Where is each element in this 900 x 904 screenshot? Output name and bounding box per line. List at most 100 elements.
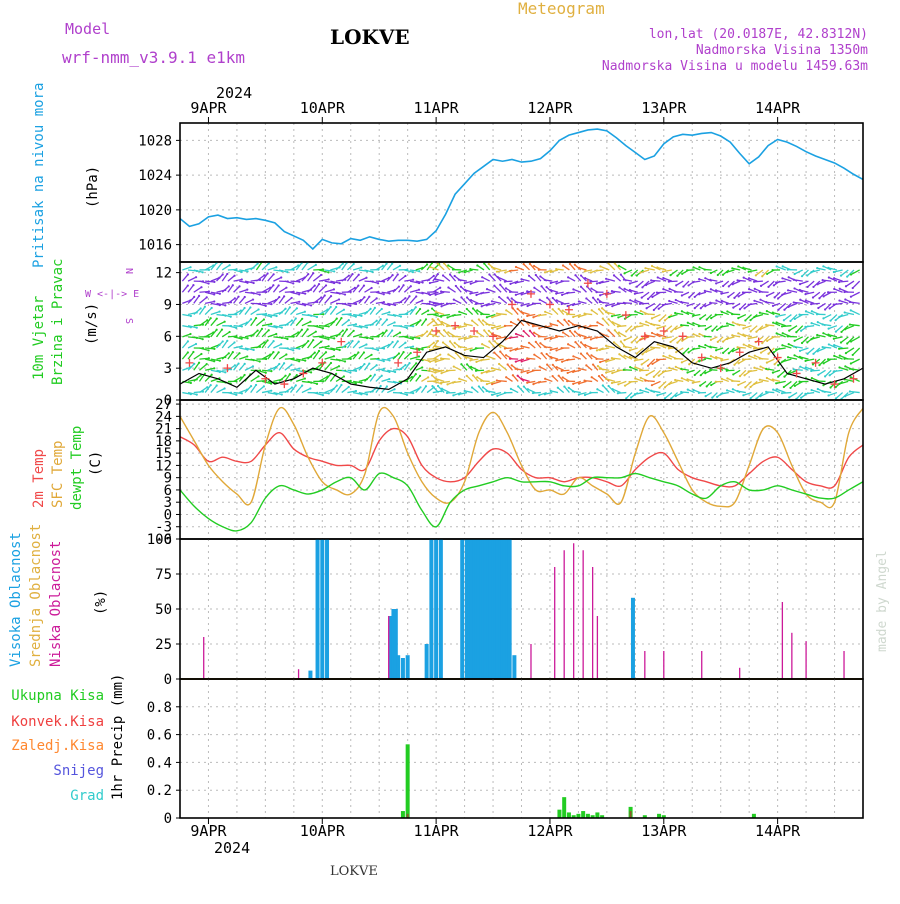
- wind-arrow-head: [617, 325, 619, 327]
- wind-arrow-head: [634, 326, 636, 328]
- wind-arrow-head: [584, 270, 586, 272]
- wind-arrow-head: [607, 329, 609, 331]
- wind-arrow-head: [844, 311, 846, 313]
- wind-arrow-head: [737, 384, 739, 386]
- wind-arrow-head: [572, 304, 574, 306]
- wind-gust-marker: [850, 375, 858, 383]
- wind-arrow: [370, 365, 376, 370]
- wind-arrow-head: [257, 330, 259, 332]
- wind-arrow-head: [257, 263, 259, 265]
- wind-arrow-head: [481, 305, 483, 307]
- wind-arrow-head: [391, 329, 393, 331]
- wind-arrow-head: [692, 333, 694, 335]
- wind-arrow-head: [812, 363, 814, 365]
- wind-arrow-head: [710, 339, 712, 341]
- wind-arrow: [637, 348, 644, 354]
- wind-arrow-head: [623, 355, 625, 357]
- wind-arrow-head: [578, 382, 580, 384]
- wind-arrow-head: [722, 285, 724, 287]
- wind-arrow-head: [810, 303, 812, 305]
- wind-arrow-head: [391, 263, 393, 265]
- wind-arrow-head: [726, 338, 728, 340]
- wind-arrow-head: [590, 354, 592, 356]
- wind-arrow-head: [795, 331, 797, 333]
- wind-arrow-head: [614, 329, 616, 331]
- wind-arrow-head: [585, 297, 587, 299]
- wind-arrow-head: [435, 377, 437, 379]
- wind-arrow: [353, 275, 359, 281]
- wind-arrow-head: [647, 298, 649, 300]
- wind-arrow-head: [351, 340, 353, 342]
- wind-arrow-head: [737, 332, 739, 334]
- wind-arrow: [476, 303, 484, 304]
- wind-arrow-head: [388, 292, 390, 294]
- wind-arrow-head: [412, 325, 414, 327]
- wind-arrow-head: [824, 308, 826, 310]
- wind-arrow-head: [572, 355, 574, 357]
- wind-arrow-head: [634, 377, 636, 379]
- wind-arrow-head: [314, 351, 316, 353]
- wind-arrow-head: [753, 383, 755, 385]
- compass-n: N: [123, 268, 134, 274]
- wind-arrow-head: [509, 291, 511, 293]
- wind-arrow-head: [458, 279, 460, 281]
- wind-arrow-head: [419, 375, 421, 377]
- top-day-label: 11APR: [414, 99, 460, 117]
- precip-ytick-label: 0.8: [147, 700, 172, 716]
- wind-arrow-head: [653, 309, 655, 311]
- wind-arrow-head: [540, 352, 542, 354]
- wind-arrow: [606, 346, 615, 348]
- wind-arrow-head: [452, 268, 454, 270]
- wind-arrow: [256, 381, 266, 382]
- wind-arrow-head: [766, 273, 768, 275]
- wind-arrow-head: [259, 294, 261, 296]
- wind-arrow: [433, 315, 441, 317]
- wind-arrow-head: [641, 363, 643, 365]
- wind-arrow-head: [656, 266, 658, 268]
- wind-arrow-head: [772, 388, 774, 390]
- wind-arrow-head: [232, 351, 234, 353]
- wind-arrow-head: [623, 288, 625, 290]
- wind-arrow-head: [592, 297, 594, 299]
- wind-arrow-head: [491, 383, 493, 385]
- wind-arrow: [441, 291, 450, 292]
- wind-arrow: [586, 365, 592, 370]
- wind-arrow-head: [454, 342, 456, 344]
- wind-arrow-head: [774, 296, 776, 298]
- wind-arrow-head: [850, 309, 852, 311]
- bottom-day-label: 14APR: [755, 822, 801, 840]
- wind-arrow-head: [520, 278, 522, 280]
- wind-arrow: [850, 392, 860, 393]
- cloud-high-bar: [320, 539, 324, 679]
- wind-arrow: [330, 319, 336, 326]
- wind-arrow-head: [189, 333, 191, 335]
- wind-arrow-head: [817, 388, 819, 390]
- wind-arrow-head: [528, 275, 530, 277]
- wind-arrow-head: [488, 263, 490, 265]
- wind-arrow-head: [846, 276, 848, 278]
- wind-arrow-head: [743, 374, 745, 376]
- wind-arrow: [199, 297, 206, 303]
- wind-arrow: [600, 369, 609, 370]
- wind-ytick-label: 3: [164, 361, 172, 377]
- wind-arrow-head: [597, 298, 599, 300]
- wind-arrow-head: [845, 285, 847, 287]
- wind-arrow-head: [715, 282, 717, 284]
- wind-arrow: [642, 359, 649, 364]
- wind-arrow-head: [333, 355, 335, 357]
- wind-arrow-head: [589, 392, 591, 394]
- wind-arrow-head: [824, 375, 826, 377]
- wind-arrow-head: [376, 297, 378, 299]
- wind-arrow-head: [759, 365, 761, 367]
- wind-arrow-head: [646, 307, 648, 309]
- wind-arrow: [614, 275, 621, 281]
- wind-arrow: [754, 281, 763, 282]
- wind-arrow: [645, 268, 654, 270]
- wind-arrow-head: [241, 345, 243, 347]
- wind-arrow-head: [435, 311, 437, 313]
- wind-arrow-head: [781, 361, 783, 363]
- wind-arrow-head: [349, 305, 351, 307]
- wind-arrow: [410, 356, 419, 359]
- wind-arrow-head: [511, 364, 513, 366]
- wind-arrow: [663, 303, 672, 305]
